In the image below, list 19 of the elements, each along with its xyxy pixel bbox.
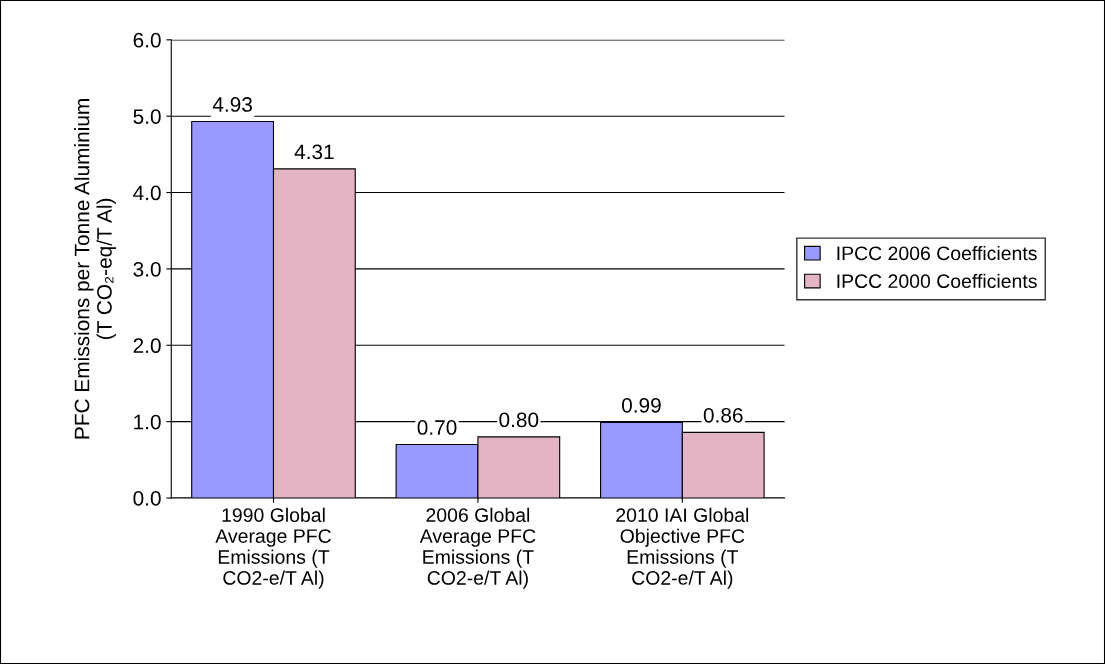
data-label: 0.86 (703, 407, 743, 423)
y-tick-label: 5.0 (133, 109, 161, 124)
y-tick-label: 6.0 (133, 32, 161, 48)
y-tick-label: 2.0 (133, 338, 161, 354)
y-tick-label: 4.0 (133, 185, 161, 201)
legend-label: IPCC 2006 Coefficients (837, 245, 1037, 261)
x-tick-label: 1990 Global Average PFC Emissions (T CO2-e/T Al) (215, 507, 331, 589)
data-label: 4.93 (212, 97, 252, 112)
y-tick-label: 3.0 (133, 261, 161, 277)
data-label: 0.70 (417, 420, 457, 435)
data-label: 0.99 (621, 397, 661, 413)
data-label: 0.80 (499, 412, 539, 428)
y-tick-label: 0.0 (133, 491, 161, 506)
data-label: 4.31 (294, 144, 334, 160)
legend-label: IPCC 2000 Coefficients (837, 273, 1037, 289)
y-tick-label: 1.0 (134, 414, 161, 430)
x-tick-label: 2010 IAI Global Objective PFC Emissions (T CO2-e/T Al) (616, 507, 749, 589)
y-axis-title: PFC Emissions per Tonne Aluminium (T CO₂-eq/T Al) (74, 99, 116, 439)
x-tick-label: 2006 Global Average PFC Emissions (T CO2-e/T Al) (419, 507, 536, 589)
